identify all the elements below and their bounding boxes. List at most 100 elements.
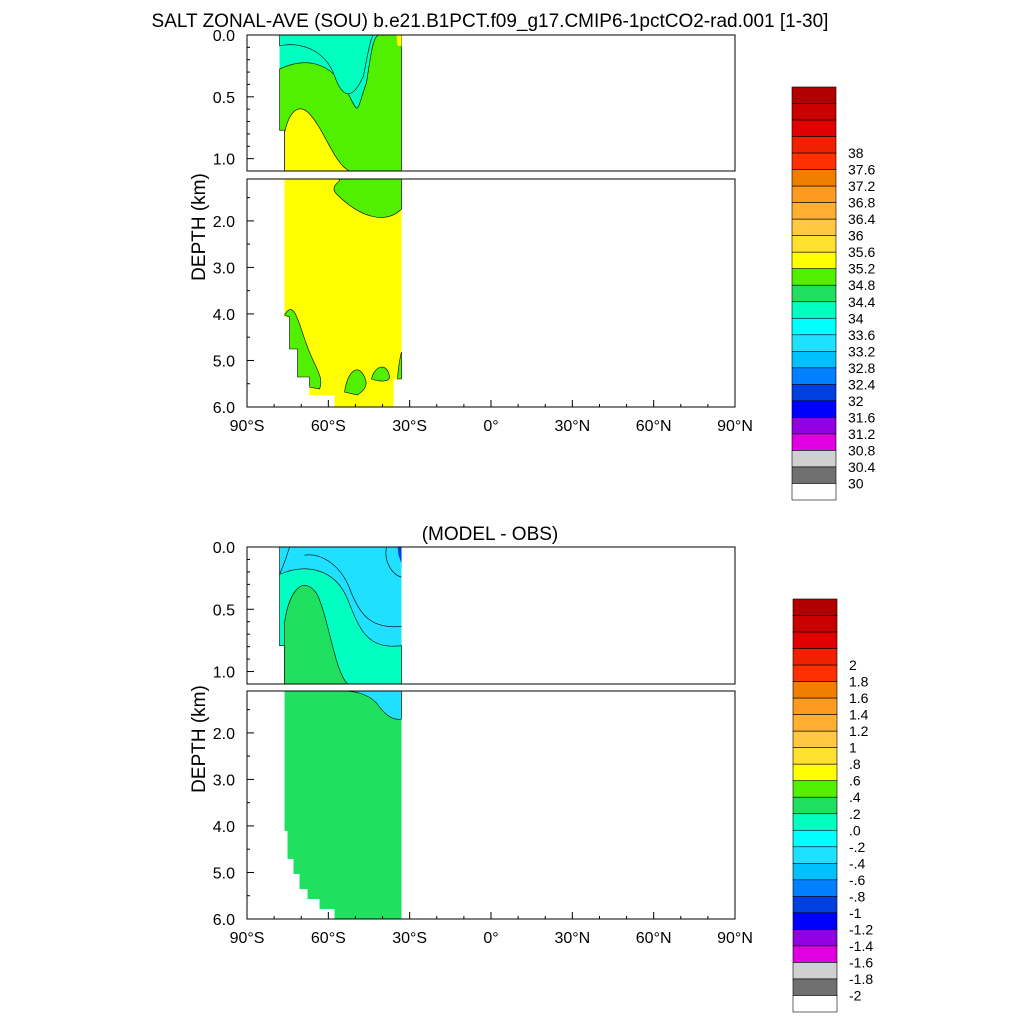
y-tick-label: 0.5: [213, 602, 235, 619]
colorbar-box: [792, 829, 838, 848]
y-tick-label: 5.0: [213, 353, 235, 370]
y-tick-label: 4.0: [213, 307, 235, 324]
region-34.8: [284, 108, 350, 171]
x-tick-label: 60°N: [636, 418, 672, 435]
colorbar-label: 37.2: [848, 178, 875, 194]
panel-salinity: 0.0 0.5 1.0 2.0 3.0 4.0 5.0 6.0 DEPTH (km) 90°S 60…: [189, 28, 875, 501]
chart-title: SALT ZONAL-AVE (SOU) b.e21.B1PCT.f09_g17…: [152, 11, 829, 32]
y-axis-label: DEPTH (km): [189, 173, 210, 281]
colorbar-label: 33.2: [848, 343, 875, 359]
colorbar: 3837.637.236.836.43635.635.234.834.43433…: [791, 86, 875, 501]
colorbar-box: [792, 945, 838, 963]
field-bottom: [284, 179, 402, 407]
region-.0-deep: [284, 691, 402, 919]
colorbar-label: 35.6: [848, 244, 875, 260]
region-34.4-patch: [344, 369, 367, 396]
region--1: [397, 547, 402, 564]
colorbar-box: [792, 714, 838, 732]
colorbar-label: 36: [848, 228, 864, 244]
colorbar-label: -1.2: [849, 921, 873, 937]
region--.4-mid: [339, 691, 402, 720]
y-tick-label: 3.0: [213, 772, 235, 789]
contour-top-2: [385, 547, 402, 578]
region-34.4-mid: [333, 179, 402, 218]
colorbar-box: [791, 301, 837, 319]
region-.0-floor: [349, 891, 402, 919]
y-tick-label: 0.0: [213, 540, 235, 557]
x-tick-label: 90°S: [230, 930, 265, 947]
colorbar-box: [791, 284, 837, 303]
x-tick-label: 60°S: [311, 418, 346, 435]
region-.0: [284, 585, 348, 684]
x-tick-label: 90°N: [717, 418, 753, 435]
colorbar-label: 1.8: [849, 674, 869, 690]
colorbar-box: [792, 631, 838, 649]
colorbar-label: 38: [848, 145, 864, 161]
colorbar-box: [792, 813, 838, 831]
colorbar-box: [792, 648, 838, 666]
frame-top: [246, 34, 736, 172]
colorbar-box: [791, 235, 837, 253]
contour-top-1: [304, 554, 402, 628]
colorbar: 21.81.61.41.21.8.6.4.2.0-.2-.4-.6-.8-1-1…: [792, 598, 873, 1013]
y-tick-label: 0.0: [213, 28, 235, 45]
region-34-surface: [279, 35, 374, 94]
colorbar-box: [792, 763, 838, 782]
x-tick-label: 90°S: [230, 418, 265, 435]
colorbar-box: [792, 747, 838, 765]
colorbar-box: [791, 317, 837, 336]
colorbar-box: [791, 384, 837, 402]
colorbar-box: [791, 433, 837, 451]
colorbar-label: -.6: [849, 872, 866, 888]
colorbar-box: [791, 152, 837, 170]
colorbar-label: 32.4: [848, 376, 875, 392]
y-tick-label: 1.0: [213, 665, 235, 682]
y-tick-label: 1.0: [213, 152, 235, 169]
colorbar-box: [791, 185, 837, 203]
y-tick-label: 6.0: [213, 400, 235, 417]
y-axis-label: DEPTH (km): [189, 685, 210, 793]
colorbar-box: [792, 912, 838, 930]
colorbar-label: 35.2: [848, 261, 875, 277]
colorbar-box: [791, 202, 837, 220]
colorbar-box: [791, 483, 837, 501]
colorbar-label: -.4: [849, 855, 866, 871]
colorbar-box: [792, 615, 838, 633]
colorbar-label: .0: [849, 822, 861, 838]
colorbar-label: -1: [849, 905, 862, 921]
colorbar-label: -1.4: [849, 938, 873, 954]
colorbar-label: 36.8: [848, 195, 875, 211]
frame-top: [246, 546, 736, 685]
colorbar-label: -.8: [849, 888, 866, 904]
colorbar-box: [791, 367, 837, 385]
colorbar-box: [791, 400, 837, 418]
colorbar-box: [791, 136, 837, 154]
colorbar-box: [791, 417, 837, 435]
region-34.8-tip: [396, 35, 402, 46]
colorbar-box: [791, 251, 837, 270]
colorbar-label: .8: [849, 756, 861, 772]
colorbar-box: [792, 697, 838, 715]
colorbar-box: [791, 86, 837, 104]
colorbar-box: [791, 466, 837, 484]
colorbar-label: 32.8: [848, 360, 875, 376]
colorbar-label: -1.8: [849, 971, 873, 987]
colorbar-label: 1.4: [849, 707, 869, 723]
colorbar-label: 1.2: [849, 723, 869, 739]
colorbar-label: 1: [849, 740, 857, 756]
colorbar-box: [792, 730, 838, 748]
colorbar-box: [792, 929, 838, 947]
y-tick-label: 2.0: [213, 726, 235, 743]
colorbar-label: 36.4: [848, 211, 875, 227]
region-34.4-east: [397, 351, 402, 380]
y-tick-label: 6.0: [213, 912, 235, 929]
x-tick-label: 30°N: [554, 418, 590, 435]
colorbar-box: [791, 103, 837, 121]
colorbar-box: [791, 119, 837, 137]
colorbar-label: 30.8: [848, 442, 875, 458]
colorbar-box: [792, 780, 838, 798]
field-bottom: [284, 691, 402, 919]
colorbar-box: [792, 846, 838, 864]
